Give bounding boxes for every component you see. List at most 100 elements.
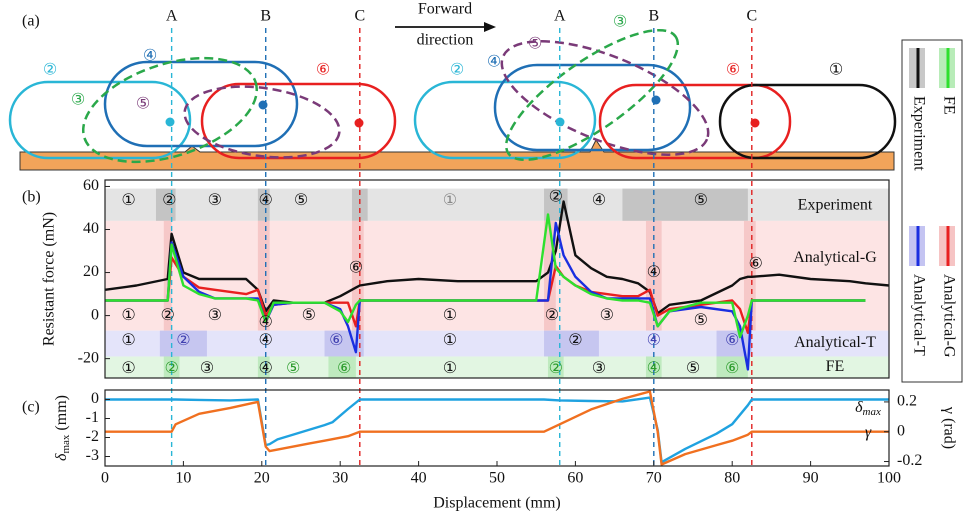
phase-shade — [257, 356, 270, 378]
phase-label: ⑤ — [686, 358, 700, 377]
phase-label: ② — [549, 187, 563, 206]
x-tick-label: 30 — [332, 470, 348, 487]
row-label: Analytical-T — [794, 334, 876, 351]
center-dot — [165, 117, 175, 127]
x-tick-label: 90 — [803, 470, 819, 487]
center-dot — [750, 118, 760, 128]
x-tick-label: 40 — [411, 470, 427, 487]
phase-shade — [622, 188, 748, 221]
arrow-head — [484, 22, 496, 32]
center-dot — [651, 95, 661, 105]
diagram: (a) Forward direction ② ④ ⑥ ③ ⑤ ② ④ ⑤ ③ … — [8, 1, 897, 171]
robot-outline — [200, 82, 397, 160]
robot-outline — [504, 28, 680, 162]
legend-label: FE — [940, 96, 957, 115]
phase-label: ⑥ — [749, 253, 763, 272]
phase-label: ③ — [208, 190, 222, 209]
y-tick-label: -2 — [86, 428, 99, 445]
panel-label: (c) — [22, 399, 40, 416]
series-line — [105, 396, 889, 464]
phase-shade — [645, 356, 662, 378]
y2-tick-label: 0.2 — [897, 393, 917, 410]
direction-text: direction — [417, 32, 474, 49]
row-band — [105, 330, 889, 357]
state-label: ⑥ — [726, 60, 740, 79]
legend-box — [901, 39, 963, 383]
phase-label: ⑤ — [694, 310, 708, 329]
center-dot — [354, 118, 364, 128]
marker-label: A — [166, 8, 178, 25]
phase-shade — [155, 188, 176, 221]
phase-shade — [716, 356, 748, 378]
phase-label: ② — [162, 190, 176, 209]
robot-outline — [81, 56, 259, 164]
y2-tick-label: -0.2 — [897, 452, 922, 469]
state-label: ⑥ — [316, 60, 330, 79]
x-tick-label: 0 — [101, 470, 109, 487]
phase-label: ① — [443, 305, 457, 324]
phase-label: ② — [549, 358, 563, 377]
x-tick-label: 20 — [254, 470, 270, 487]
marker-label: B — [260, 8, 271, 25]
y-tick-label: 60 — [83, 177, 99, 194]
state-label: ④ — [487, 52, 501, 71]
phase-shade — [351, 220, 364, 331]
direction-text: Forward — [418, 1, 472, 18]
panel-label: (b) — [22, 189, 41, 206]
phase-label: ⑥ — [725, 358, 739, 377]
ground — [19, 139, 895, 171]
phase-label: ② — [545, 305, 559, 324]
legend-label: δmax — [855, 399, 881, 418]
state-label: ⑤ — [528, 34, 542, 53]
row-band — [105, 188, 889, 221]
phase-label: ⑤ — [286, 358, 300, 377]
phase-label: ① — [443, 358, 457, 377]
marker-label: C — [354, 8, 365, 25]
robot-outline — [8, 80, 192, 160]
state-label: ② — [450, 60, 464, 79]
phase-label: ⑤ — [694, 190, 708, 209]
state-label: ③ — [71, 90, 85, 109]
legend-label: Experiment — [910, 96, 927, 171]
y-axis-label: δmax (mm) — [53, 395, 72, 461]
robot-outline — [718, 83, 897, 160]
phase-shade — [257, 188, 270, 221]
phase-label: ⑥ — [337, 358, 351, 377]
phase-label: ① — [443, 330, 457, 349]
y-tick-label: -1 — [86, 409, 99, 426]
row-label: Analytical-G — [793, 249, 877, 266]
x-tick-label: 10 — [175, 470, 191, 487]
phase-shade — [351, 188, 368, 221]
phase-label: ② — [568, 330, 582, 349]
phase-label: ④ — [647, 358, 661, 377]
plot-frame — [104, 179, 890, 379]
y-tick-label: 40 — [83, 220, 99, 237]
state-label: ④ — [143, 46, 157, 65]
y-tick-label: 0 — [91, 306, 99, 323]
y-tick-label: -3 — [86, 447, 99, 464]
background-layer — [105, 188, 889, 378]
y-tick-label: 0 — [91, 390, 99, 407]
phase-label: ⑤ — [302, 305, 316, 324]
x-tick-label: 70 — [646, 470, 662, 487]
phase-label: ④ — [259, 358, 273, 377]
x-tick-label: 60 — [567, 470, 583, 487]
phase-label: ② — [164, 358, 178, 377]
y-tick-label: -20 — [78, 349, 99, 366]
marker-label: C — [746, 8, 757, 25]
plot-frame — [104, 389, 890, 467]
phase-label: ④ — [647, 330, 661, 349]
y-axis-label-part: (mm) — [53, 395, 70, 435]
series-line — [104, 200, 890, 315]
series-line — [105, 213, 866, 339]
y2-tick-label: 0 — [897, 422, 905, 439]
phase-label: ③ — [208, 305, 222, 324]
phase-label: ③ — [600, 305, 614, 324]
state-label: ② — [43, 60, 57, 79]
phase-label: ③ — [592, 358, 606, 377]
legend-text: γ — [865, 424, 872, 441]
series-line — [105, 390, 889, 466]
legend-label: γ — [865, 424, 872, 441]
